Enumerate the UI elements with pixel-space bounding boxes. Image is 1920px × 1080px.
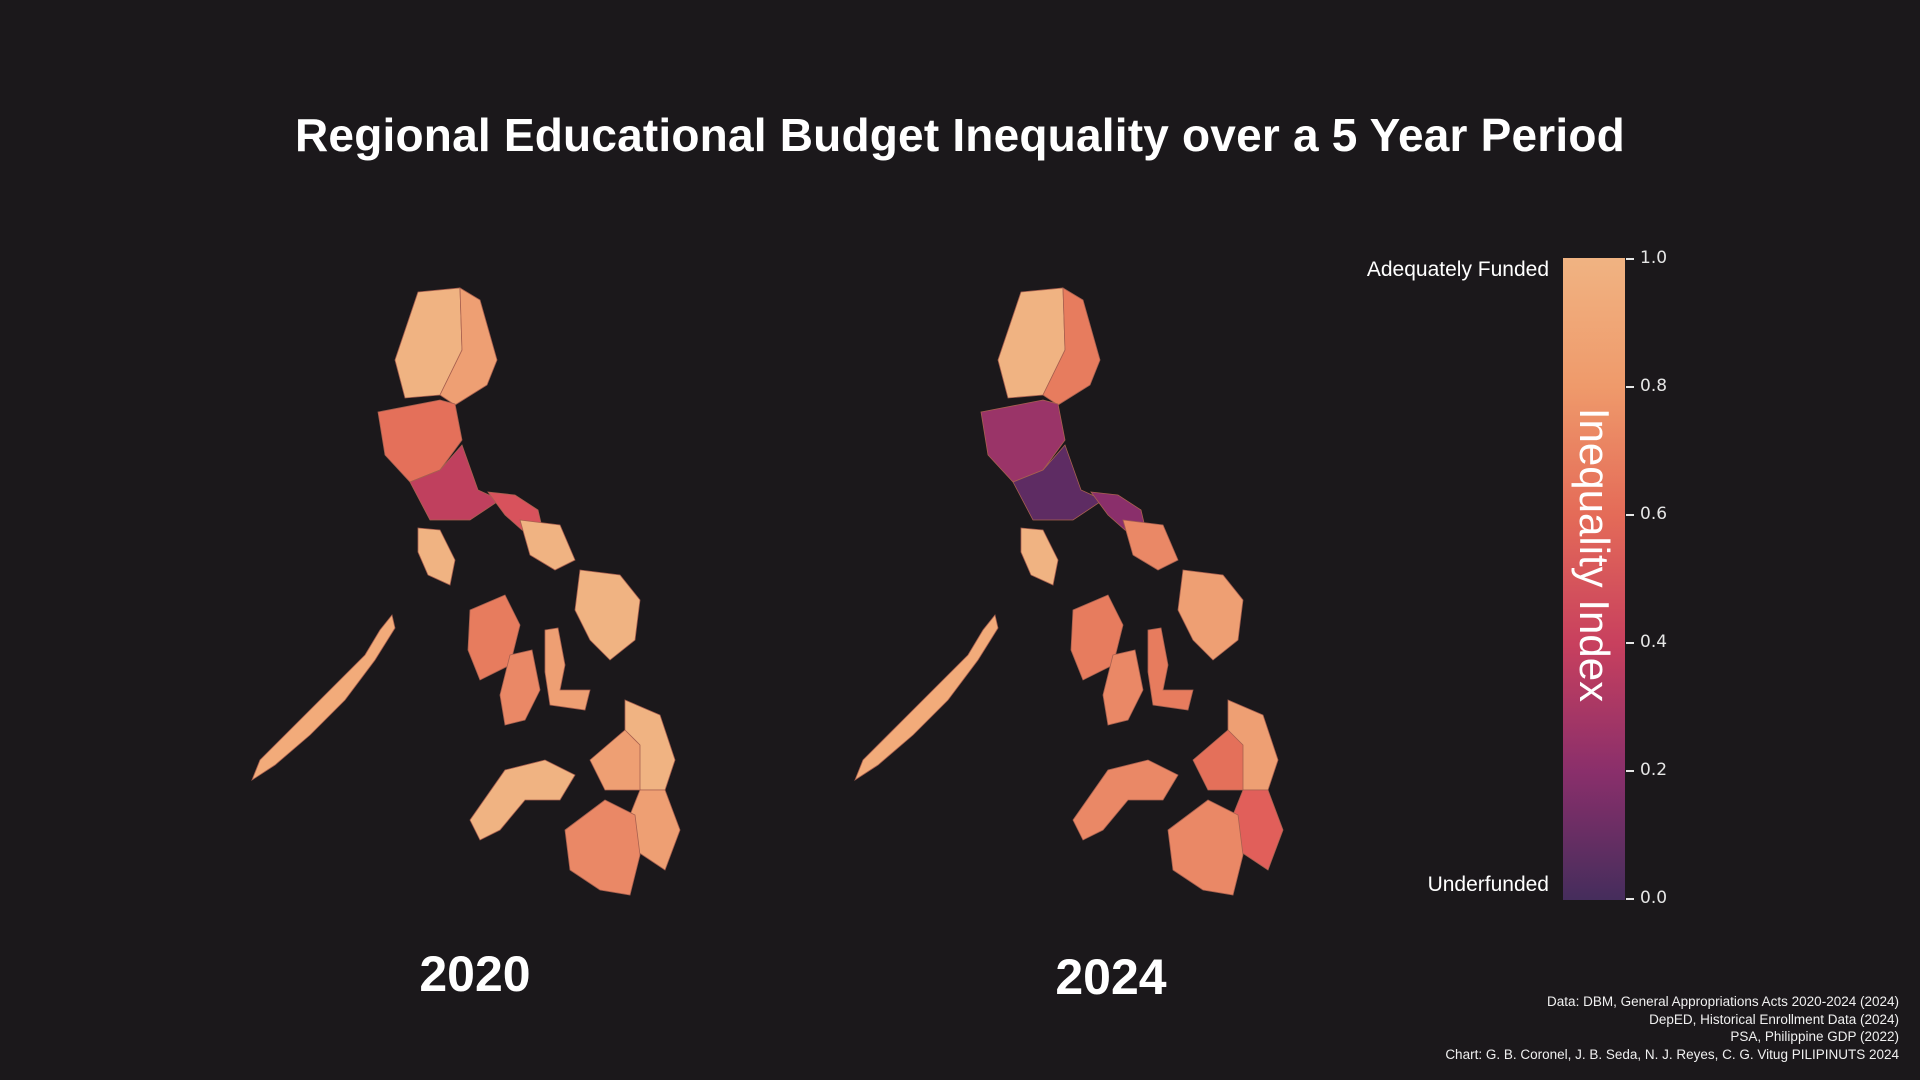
credits: Data: DBM, General Appropriations Acts 2… <box>1445 993 1899 1063</box>
colorbar-tick-0: 0.0 <box>1625 888 1668 908</box>
colorbar-tick-3: 0.6 <box>1625 504 1668 524</box>
credit-line: Data: DBM, General Appropriations Acts 2… <box>1547 994 1899 1009</box>
colorbar-title: Inequality Index <box>1571 407 1618 703</box>
map-2024 <box>854 287 1284 896</box>
chart-title: Regional Educational Budget Inequality o… <box>295 109 1625 161</box>
colorbar-tick-4: 0.8 <box>1625 376 1668 396</box>
year-label-2024: 2024 <box>1055 949 1167 1005</box>
credit-line: PSA, Philippine GDP (2022) <box>1730 1029 1899 1044</box>
colorbar-tick-1: 0.2 <box>1625 760 1668 780</box>
colorbar-top-label: Adequately Funded <box>1366 258 1549 281</box>
colorbar-gradient <box>1563 258 1625 900</box>
colorbar-bottom-label: Underfunded <box>1427 873 1549 896</box>
year-label-2020: 2020 <box>419 946 531 1002</box>
credit-line: Chart: G. B. Coronel, J. B. Seda, N. J. … <box>1445 1046 1899 1062</box>
credit-line: DepED, Historical Enrollment Data (2024) <box>1649 1011 1899 1027</box>
colorbar-tick-2: 0.4 <box>1625 632 1668 652</box>
colorbar-tick-5: 1.0 <box>1625 248 1668 268</box>
map-2020 <box>251 287 681 896</box>
